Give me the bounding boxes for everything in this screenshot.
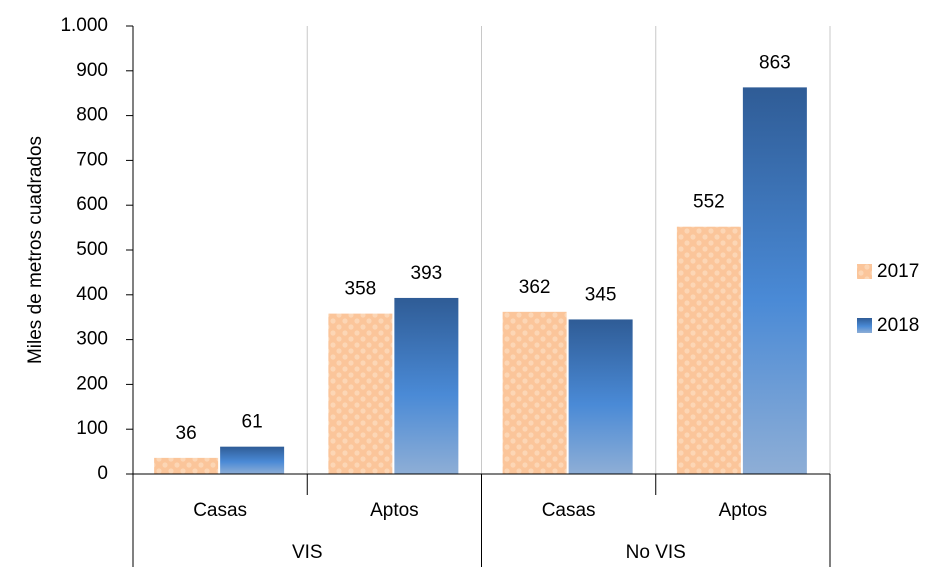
y-tick-label: 600 xyxy=(76,194,108,215)
data-label: 863 xyxy=(759,52,791,73)
bar xyxy=(676,226,741,474)
y-tick-label: 1.000 xyxy=(60,15,108,36)
group-label: No VIS xyxy=(626,542,686,563)
x-tick-label: Aptos xyxy=(370,500,419,521)
data-label: 362 xyxy=(519,277,551,298)
y-tick-label: 300 xyxy=(76,329,108,350)
bar xyxy=(328,313,393,474)
y-tick-label: 400 xyxy=(76,284,108,305)
data-label: 36 xyxy=(176,423,197,444)
y-tick-label: 100 xyxy=(76,418,108,439)
data-label: 552 xyxy=(693,192,725,213)
data-label: 345 xyxy=(585,284,617,305)
legend-swatch xyxy=(857,264,872,279)
data-label: 61 xyxy=(242,412,263,433)
legend-label: 2017 xyxy=(877,261,919,282)
legend-swatch xyxy=(857,318,872,333)
y-tick-label: 700 xyxy=(76,149,108,170)
x-tick-label: Aptos xyxy=(719,500,768,521)
data-label: 393 xyxy=(411,263,443,284)
y-tick-label: 900 xyxy=(76,60,108,81)
x-tick-label: Casas xyxy=(193,500,247,521)
bar xyxy=(568,319,633,474)
y-tick-label: 800 xyxy=(76,105,108,126)
legend-label: 2018 xyxy=(877,315,919,336)
x-tick-label: Casas xyxy=(542,500,596,521)
bar xyxy=(742,87,807,474)
bar xyxy=(220,446,285,474)
bar xyxy=(394,297,459,474)
bar xyxy=(502,311,567,474)
y-tick-label: 200 xyxy=(76,373,108,394)
group-label: VIS xyxy=(292,542,323,563)
bar xyxy=(154,457,219,474)
y-tick-label: 0 xyxy=(97,463,108,484)
y-axis-label: Miles de metros cuadrados xyxy=(25,136,46,364)
y-tick-label: 500 xyxy=(76,239,108,260)
data-label: 358 xyxy=(345,279,377,300)
